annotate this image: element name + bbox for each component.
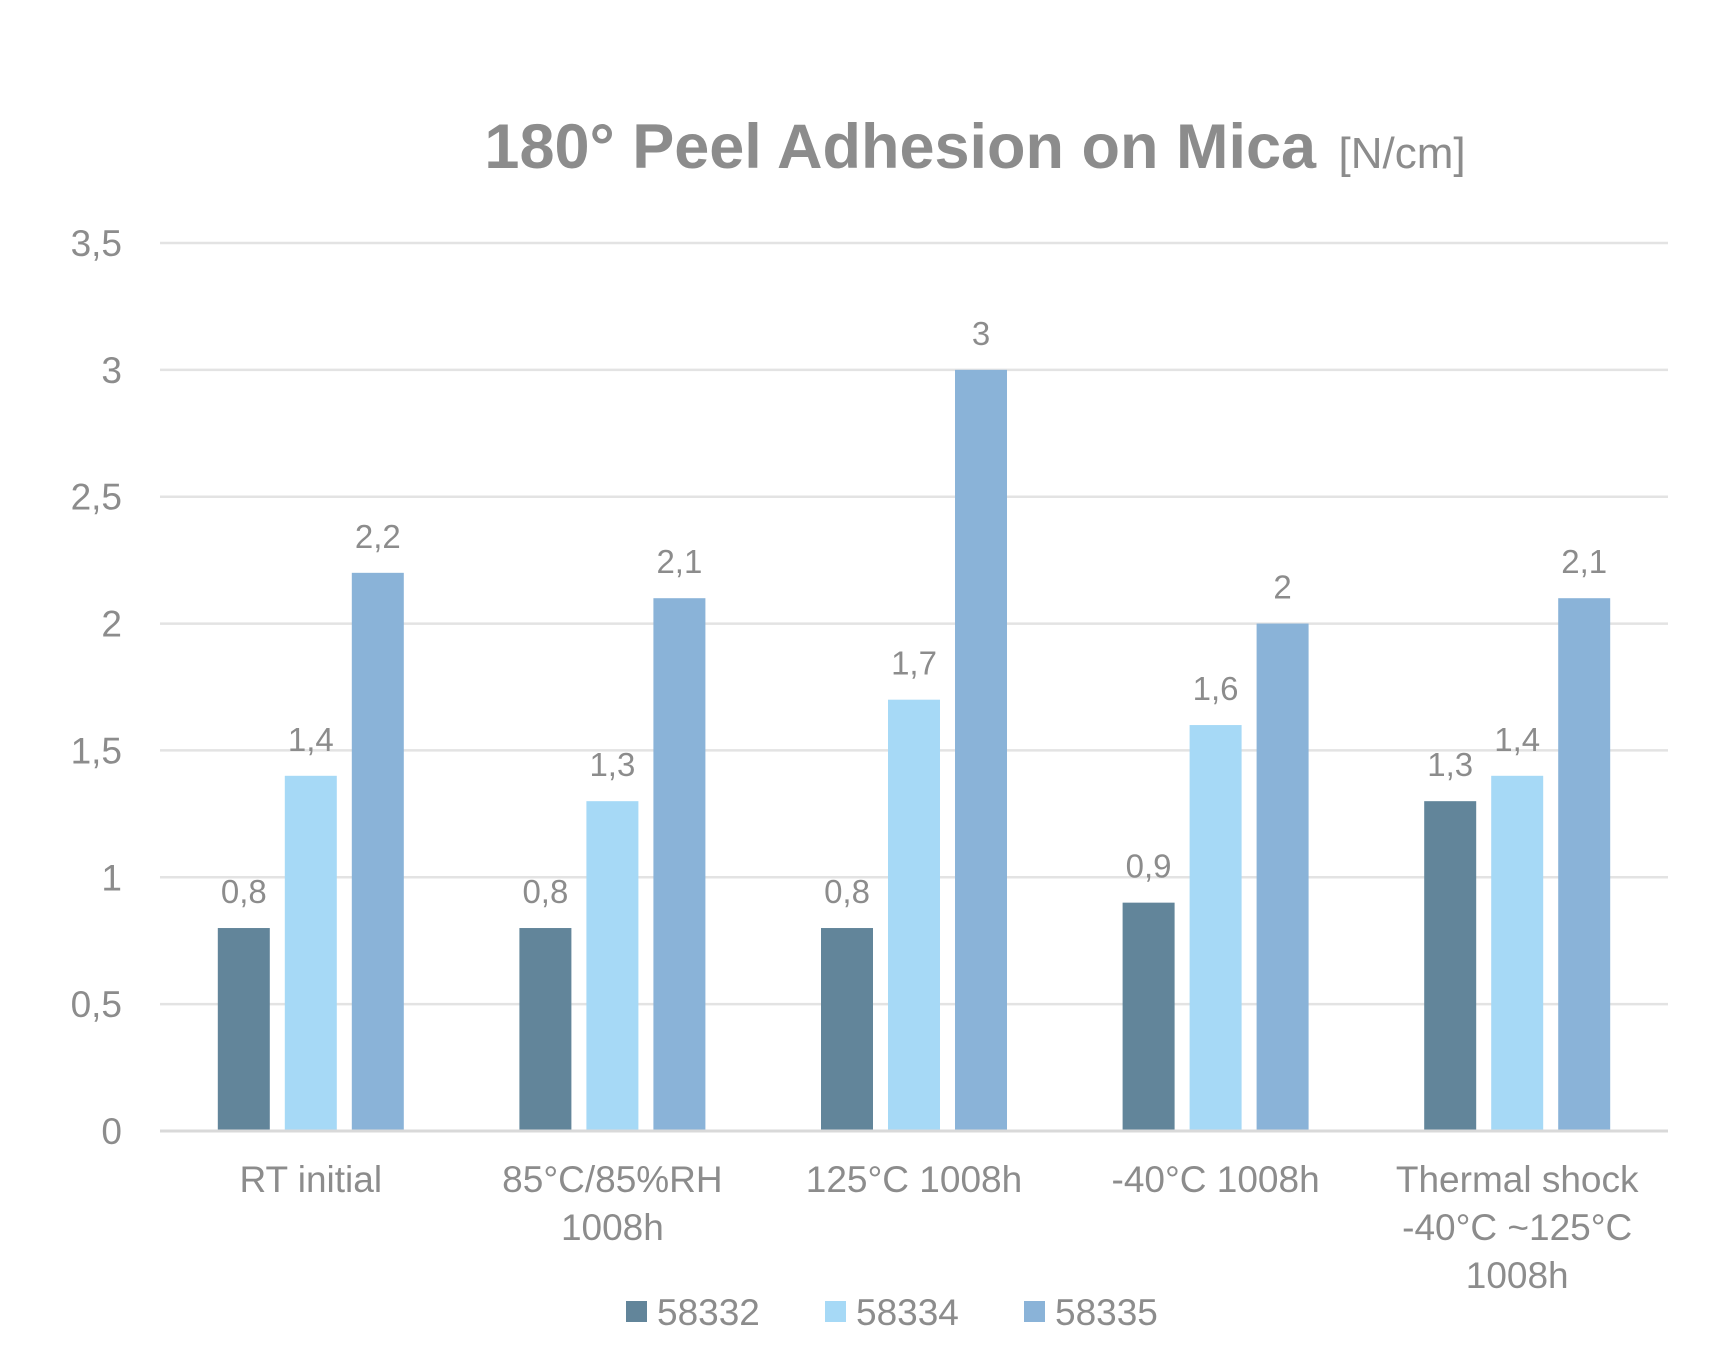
legend-label-58334: 58334 bbox=[856, 1292, 959, 1333]
bar-58334-4 bbox=[1491, 775, 1544, 1131]
bar-58335-3 bbox=[1256, 623, 1309, 1131]
legend-swatch-58335 bbox=[1024, 1301, 1045, 1322]
y-tick-label: 1 bbox=[101, 857, 122, 898]
data-label: 2,1 bbox=[1561, 543, 1607, 580]
data-label: 1,4 bbox=[1494, 721, 1540, 758]
y-tick-label: 0,5 bbox=[71, 984, 122, 1025]
bar-58334-1 bbox=[586, 801, 639, 1131]
y-tick-label: 2,5 bbox=[71, 477, 122, 518]
x-category-label: -40°C 1008h bbox=[1112, 1159, 1320, 1200]
y-tick-label: 2 bbox=[101, 604, 122, 645]
x-axis-categories: RT initial 85°C/85%RH 1008h 125°C 1008h -40°… bbox=[240, 1159, 1640, 1296]
legend-swatch-58332 bbox=[626, 1301, 647, 1322]
bar-58335-4 bbox=[1558, 598, 1611, 1131]
x-category-label: -40°C ~125°C bbox=[1402, 1207, 1632, 1248]
data-label: 0,8 bbox=[824, 873, 870, 910]
bar-58335-2 bbox=[955, 369, 1007, 1131]
data-label: 0,8 bbox=[522, 873, 568, 910]
bar-58334-0 bbox=[284, 775, 337, 1131]
data-label: 1,4 bbox=[288, 721, 334, 758]
data-label: 3 bbox=[972, 315, 990, 352]
data-label: 2,1 bbox=[656, 543, 702, 580]
legend-label-58332: 58332 bbox=[657, 1292, 760, 1333]
chart-title-unit: [N/cm] bbox=[1338, 129, 1465, 178]
bar-58335-1 bbox=[653, 598, 706, 1131]
bar-58332-3 bbox=[1122, 902, 1175, 1131]
x-category-label: 85°C/85%RH bbox=[502, 1159, 722, 1200]
bar-58332-1 bbox=[519, 928, 572, 1131]
data-label: 1,6 bbox=[1193, 670, 1239, 707]
chart-title-group: 180° Peel Adhesion on Mica [N/cm] bbox=[484, 112, 1465, 182]
data-label: 2 bbox=[1273, 569, 1291, 606]
bar-58332-4 bbox=[1424, 801, 1477, 1131]
data-label: 1,7 bbox=[891, 645, 937, 682]
y-tick-label: 1,5 bbox=[71, 730, 122, 771]
y-tick-label: 3,5 bbox=[71, 223, 122, 264]
bar-58334-2 bbox=[888, 699, 940, 1131]
data-label: 1,3 bbox=[1427, 746, 1473, 783]
bar-58334-3 bbox=[1189, 725, 1242, 1131]
legend-swatch-58334 bbox=[825, 1301, 846, 1322]
x-category-label: 1008h bbox=[1466, 1255, 1569, 1296]
bars bbox=[160, 369, 1668, 1133]
data-label: 2,2 bbox=[355, 518, 401, 555]
bar-58332-2 bbox=[821, 928, 873, 1131]
bar-58332-0 bbox=[217, 928, 270, 1131]
y-tick-label: 3 bbox=[101, 350, 122, 391]
legend: 58332 58334 58335 bbox=[626, 1292, 1158, 1333]
y-axis-ticks: 0 0,5 1 1,5 2 2,5 3 3,5 bbox=[71, 223, 122, 1152]
x-category-label: Thermal shock bbox=[1396, 1159, 1639, 1200]
x-category-label: RT initial bbox=[240, 1159, 383, 1200]
data-label: 0,8 bbox=[221, 873, 267, 910]
x-category-label: 125°C 1008h bbox=[806, 1159, 1022, 1200]
data-label: 1,3 bbox=[589, 746, 635, 783]
legend-label-58335: 58335 bbox=[1055, 1292, 1158, 1333]
x-category-label: 1008h bbox=[561, 1207, 664, 1248]
chart-title: 180° Peel Adhesion on Mica bbox=[484, 112, 1317, 182]
data-labels: 0,8 1,4 2,2 0,8 1,3 2,1 0,8 1,7 3 0,9 1,6 2 1,3 1,4 2,… bbox=[221, 315, 1607, 910]
y-tick-label: 0 bbox=[101, 1111, 122, 1152]
data-label: 0,9 bbox=[1126, 848, 1172, 885]
bar-58335-0 bbox=[351, 572, 404, 1131]
